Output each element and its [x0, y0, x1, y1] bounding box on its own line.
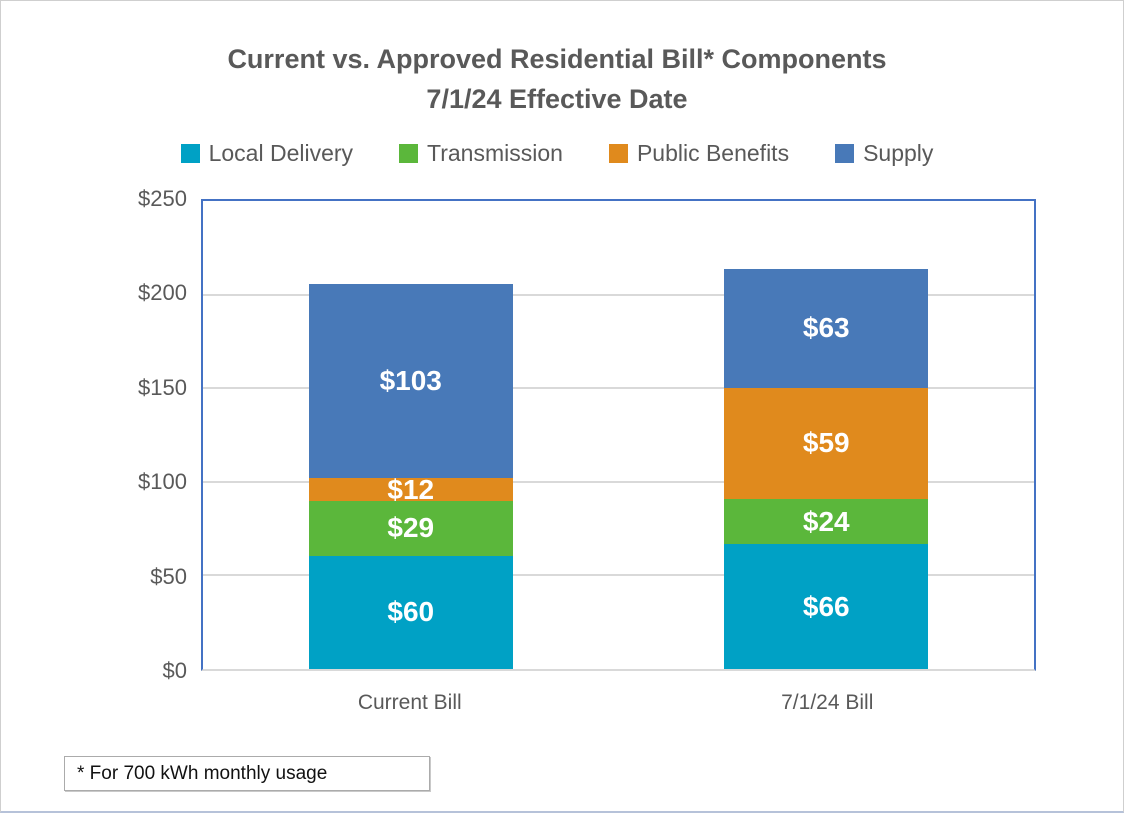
gridline	[203, 574, 1034, 577]
segment-value-label: $63	[802, 312, 850, 344]
bar-segment-public-benefits: $59	[724, 387, 929, 500]
bar-segment-local-delivery: $60	[308, 555, 513, 669]
legend: Local Delivery Transmission Public Benefit…	[1, 140, 1113, 167]
segment-value-label: $24	[802, 505, 850, 537]
y-axis-tick-label: $150	[138, 374, 187, 400]
segment-value-label: $66	[802, 590, 850, 622]
footnote-box: * For 700 kWh monthly usage	[64, 756, 430, 791]
segment-value-label: $103	[379, 365, 442, 397]
legend-swatch-local-delivery	[180, 144, 200, 163]
legend-swatch-supply	[835, 144, 855, 163]
legend-item-public-benefits: Public Benefits	[608, 140, 790, 167]
legend-item-supply: Supply	[835, 140, 933, 167]
bar-segment-local-delivery: $66	[724, 544, 929, 669]
legend-label: Local Delivery	[208, 140, 354, 166]
x-axis: Current Bill 7/1/24 Bill	[201, 691, 1036, 721]
y-axis-tick-label: $250	[138, 186, 187, 211]
legend-label: Supply	[863, 140, 934, 166]
legend-label: Public Benefits	[636, 140, 790, 166]
y-axis-tick-label: $100	[138, 469, 187, 495]
x-axis-category-label: 7/1/24 Bill	[781, 691, 874, 714]
y-axis-tick-label: $200	[138, 280, 187, 306]
stacked-bar-7-1-24-bill: $66 $24 $59 $63	[724, 268, 929, 669]
chart-title-line1: Current vs. Approved Residential Bill* C…	[227, 44, 887, 74]
chart-title: Current vs. Approved Residential Bill* C…	[1, 39, 1113, 119]
segment-value-label: $60	[387, 596, 435, 628]
y-axis-tick-label: $50	[150, 563, 187, 589]
gridline	[203, 293, 1034, 296]
gridline	[203, 480, 1034, 483]
chart-title-line2: 7/1/24 Effective Date	[426, 84, 688, 114]
footnote-text: * For 700 kWh monthly usage	[77, 762, 328, 784]
bar-segment-supply: $103	[308, 283, 513, 479]
segment-value-label: $59	[802, 427, 850, 459]
legend-swatch-transmission	[399, 144, 419, 163]
legend-swatch-public-benefits	[608, 144, 628, 163]
stacked-bar-current-bill: $60 $29 $12 $103	[308, 283, 513, 669]
legend-item-transmission: Transmission	[399, 140, 563, 167]
bar-segment-public-benefits: $12	[308, 473, 513, 505]
x-axis-category-label: Current Bill	[357, 691, 462, 714]
y-axis: $0 $50 $100 $150 $200 $250	[1, 186, 187, 683]
bar-segment-transmission: $29	[308, 500, 513, 556]
legend-item-local-delivery: Local Delivery	[180, 140, 354, 167]
y-axis-tick-label: $0	[162, 658, 187, 683]
gridline	[203, 387, 1034, 390]
plot-area: $60 $29 $12 $103 $66 $24 $59 $63	[201, 199, 1036, 671]
segment-value-label: $29	[387, 512, 435, 544]
segment-value-label: $12	[387, 473, 435, 505]
legend-label: Transmission	[427, 140, 563, 166]
bar-segment-transmission: $24	[724, 499, 929, 545]
bar-segment-supply: $63	[724, 268, 929, 388]
